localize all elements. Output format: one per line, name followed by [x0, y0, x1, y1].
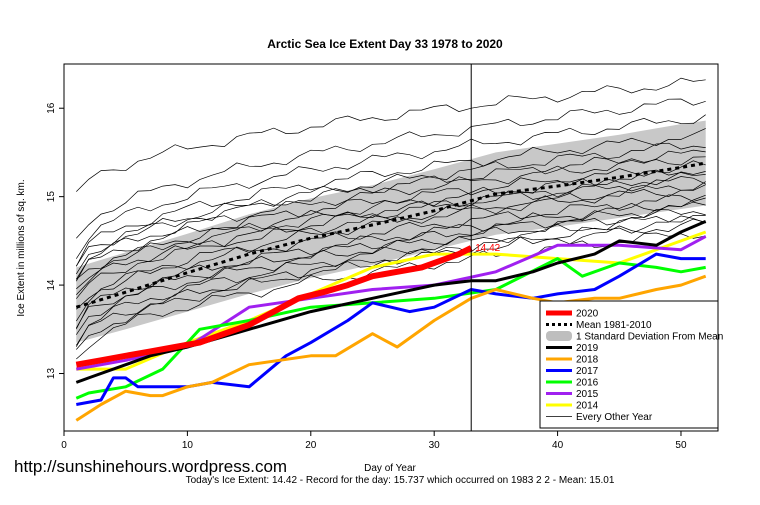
- other-year-line: [76, 232, 706, 360]
- footer-summary: Today's Ice Extent: 14.42 - Record for t…: [186, 475, 615, 486]
- legend-label: Mean 1981-2010: [576, 320, 652, 331]
- y-tick-label: 13: [46, 368, 57, 380]
- other-year-line: [76, 169, 706, 290]
- other-year-line: [76, 209, 706, 335]
- x-tick-label: 40: [552, 440, 564, 451]
- other-year-line: [76, 194, 706, 310]
- legend-label: 2014: [576, 401, 599, 412]
- other-year-line: [76, 142, 706, 275]
- other-year-line: [76, 181, 706, 322]
- current-value-label: 14.42: [475, 243, 500, 254]
- x-axis-label: Day of Year: [364, 463, 416, 474]
- mean-line: [75, 161, 706, 309]
- other-year-line: [76, 184, 706, 296]
- series-line-2019: [75, 220, 707, 384]
- y-tick-label: 16: [46, 102, 57, 114]
- y-axis-label: Ice Extent in millions of sq. km.: [16, 179, 27, 316]
- series-line-2020: [75, 245, 473, 368]
- other-year-line: [75, 128, 706, 267]
- legend-label: 2018: [576, 355, 599, 366]
- legend-label: 2015: [576, 389, 599, 400]
- y-tick-label: 15: [46, 191, 57, 203]
- x-tick-label: 50: [675, 440, 687, 451]
- legend-label: 1 Standard Deviation From Mean: [576, 332, 723, 343]
- legend-label: Every Other Year: [576, 412, 653, 423]
- legend-box: [539, 300, 719, 429]
- series-line-2018: [75, 274, 707, 422]
- source-url: http://sunshinehours.wordpress.com: [14, 457, 288, 476]
- legend-swatch: [546, 331, 572, 341]
- x-tick-label: 0: [61, 440, 67, 451]
- series-line-2017: [76, 252, 706, 406]
- x-tick-label: 20: [305, 440, 317, 451]
- x-tick-label: 10: [182, 440, 194, 451]
- other-year-line: [76, 176, 706, 280]
- other-year-line: [76, 98, 706, 239]
- x-tick-label: 30: [429, 440, 441, 451]
- other-year-line: [76, 149, 706, 267]
- other-year-line: [75, 194, 706, 330]
- chart-title: Arctic Sea Ice Extent Day 33 1978 to 202…: [267, 37, 503, 51]
- other-year-line: [76, 114, 706, 259]
- other-year-line: [75, 201, 706, 329]
- plot-border: [63, 63, 719, 432]
- other-year-line: [76, 215, 706, 350]
- legend-label: 2020: [576, 309, 599, 320]
- legend-label: 2017: [576, 366, 599, 377]
- other-year-line: [75, 156, 706, 282]
- other-year-line: [76, 171, 706, 299]
- legend-label: 2016: [576, 378, 599, 389]
- legend-label: 2019: [576, 343, 599, 354]
- plot-clip-group: [75, 77, 707, 422]
- other-year-line: [76, 77, 706, 192]
- y-tick-label: 14: [46, 279, 57, 291]
- std-dev-band: [76, 120, 706, 343]
